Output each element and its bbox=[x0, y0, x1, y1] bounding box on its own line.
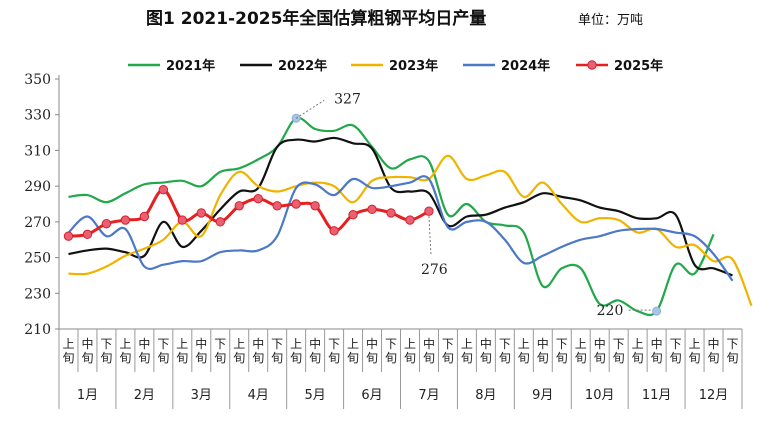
x-tick-label: 下旬 bbox=[328, 337, 340, 365]
month-label: 1月 bbox=[77, 388, 98, 403]
month-label: 12月 bbox=[699, 388, 729, 403]
month-label: 9月 bbox=[532, 388, 553, 403]
x-tick-label: 中旬 bbox=[252, 336, 264, 365]
x-tick-label: 上旬 bbox=[575, 337, 587, 365]
month-label: 3月 bbox=[191, 388, 212, 403]
x-tick-label: 中旬 bbox=[138, 336, 150, 365]
annotation-220: 220 bbox=[597, 303, 624, 319]
x-tick-label: 下旬 bbox=[385, 337, 397, 365]
x-tick-label: 下旬 bbox=[670, 337, 682, 365]
x-tick-label: 上旬 bbox=[689, 337, 701, 365]
series-point-2025年 bbox=[386, 208, 396, 218]
unit-label: 单位：万吨 bbox=[578, 13, 643, 28]
month-label: 4月 bbox=[248, 388, 269, 403]
series-point-2025年 bbox=[367, 204, 377, 215]
legend-label: 2025年 bbox=[614, 58, 663, 74]
x-tick-label: 下旬 bbox=[271, 337, 283, 365]
legend-label: 2024年 bbox=[501, 58, 550, 74]
legend-label: 2023年 bbox=[389, 58, 438, 74]
x-tick-label: 中旬 bbox=[309, 336, 321, 365]
axes: 210230250270290310330350上旬中旬下旬上旬中旬下旬上旬中旬… bbox=[24, 72, 743, 409]
x-tick-label: 上旬 bbox=[62, 337, 74, 365]
x-tick-label: 上旬 bbox=[404, 337, 416, 365]
x-tick-label: 上旬 bbox=[632, 337, 644, 365]
series-point-2025年 bbox=[424, 206, 434, 216]
x-tick-label: 中旬 bbox=[81, 336, 93, 365]
series-line-2024年 bbox=[67, 175, 734, 282]
annotation-leader bbox=[428, 216, 432, 256]
month-label: 7月 bbox=[418, 388, 439, 403]
x-tick-label: 上旬 bbox=[233, 337, 245, 365]
annotations: 327 276 220 bbox=[291, 91, 662, 319]
x-tick-label: 下旬 bbox=[727, 337, 739, 365]
x-tick-label: 下旬 bbox=[613, 337, 625, 365]
series-line-2021年 bbox=[68, 116, 715, 317]
series-line-2022年 bbox=[68, 136, 733, 277]
series-lines bbox=[63, 116, 753, 317]
legend-label: 2021年 bbox=[166, 58, 215, 74]
month-label: 5月 bbox=[304, 388, 325, 403]
x-tick-label: 上旬 bbox=[176, 337, 188, 365]
x-tick-label: 上旬 bbox=[347, 337, 359, 365]
series-point-2025年 bbox=[101, 218, 112, 229]
series-point-2025年 bbox=[405, 215, 415, 225]
series-point-2025年 bbox=[234, 201, 244, 211]
x-tick-label: 中旬 bbox=[594, 336, 606, 365]
annotation-point bbox=[652, 306, 662, 316]
series-point-2025年 bbox=[63, 231, 74, 241]
x-tick-label: 下旬 bbox=[157, 337, 169, 365]
y-tick-label: 330 bbox=[24, 108, 51, 124]
annotation-276: 276 bbox=[421, 262, 448, 278]
legend-label: 2022年 bbox=[278, 58, 327, 74]
y-tick-label: 210 bbox=[24, 322, 51, 338]
series-point-2025年 bbox=[253, 193, 263, 204]
x-tick-label: 下旬 bbox=[499, 337, 511, 365]
legend-marker bbox=[587, 60, 597, 70]
series-point-2025年 bbox=[310, 201, 320, 211]
y-tick-label: 290 bbox=[24, 179, 51, 195]
x-tick-label: 中旬 bbox=[195, 336, 207, 365]
y-tick-label: 270 bbox=[24, 215, 51, 231]
series-point-2025年 bbox=[291, 199, 301, 209]
x-tick-label: 上旬 bbox=[461, 337, 473, 365]
x-tick-label: 中旬 bbox=[423, 336, 435, 365]
series-point-2025年 bbox=[329, 226, 339, 236]
y-tick-label: 310 bbox=[24, 143, 51, 159]
x-tick-label: 上旬 bbox=[290, 337, 302, 365]
series-point-2025年 bbox=[196, 208, 206, 218]
y-tick-label: 250 bbox=[24, 251, 51, 267]
x-tick-label: 中旬 bbox=[537, 336, 549, 365]
x-tick-label: 上旬 bbox=[119, 337, 131, 365]
series-point-2025年 bbox=[82, 229, 93, 240]
month-label: 11月 bbox=[642, 388, 672, 403]
x-tick-label: 中旬 bbox=[480, 336, 492, 365]
series-point-2025年 bbox=[348, 210, 358, 220]
y-tick-label: 350 bbox=[24, 72, 51, 88]
month-label: 8月 bbox=[475, 388, 496, 403]
series-point-2025年 bbox=[120, 215, 131, 225]
annotation-327: 327 bbox=[334, 91, 361, 107]
series-point-2025年 bbox=[177, 215, 188, 225]
y-tick-label: 230 bbox=[24, 286, 51, 302]
series-point-2025年 bbox=[272, 201, 282, 211]
chart-title: 图1 2021-2025年全国估算粗钢平均日产量 bbox=[146, 8, 486, 29]
series-point-2025年 bbox=[139, 211, 150, 222]
month-label: 6月 bbox=[361, 388, 382, 403]
month-label: 10月 bbox=[585, 388, 615, 403]
month-label: 2月 bbox=[134, 388, 155, 403]
series-point-2025年 bbox=[215, 217, 225, 227]
annotation-leader bbox=[295, 99, 325, 119]
x-tick-label: 下旬 bbox=[214, 337, 226, 365]
x-tick-label: 中旬 bbox=[651, 336, 663, 365]
x-tick-label: 中旬 bbox=[708, 336, 720, 365]
x-tick-label: 下旬 bbox=[100, 337, 112, 365]
x-tick-label: 下旬 bbox=[442, 337, 454, 365]
x-tick-label: 上旬 bbox=[518, 337, 530, 365]
legend: 2021年 2022年 2023年 2024年 2025年 bbox=[128, 58, 663, 74]
x-tick-label: 中旬 bbox=[366, 336, 378, 365]
series-point-2025年 bbox=[158, 185, 169, 195]
series-line-2023年 bbox=[68, 154, 753, 307]
x-tick-label: 下旬 bbox=[556, 337, 568, 365]
